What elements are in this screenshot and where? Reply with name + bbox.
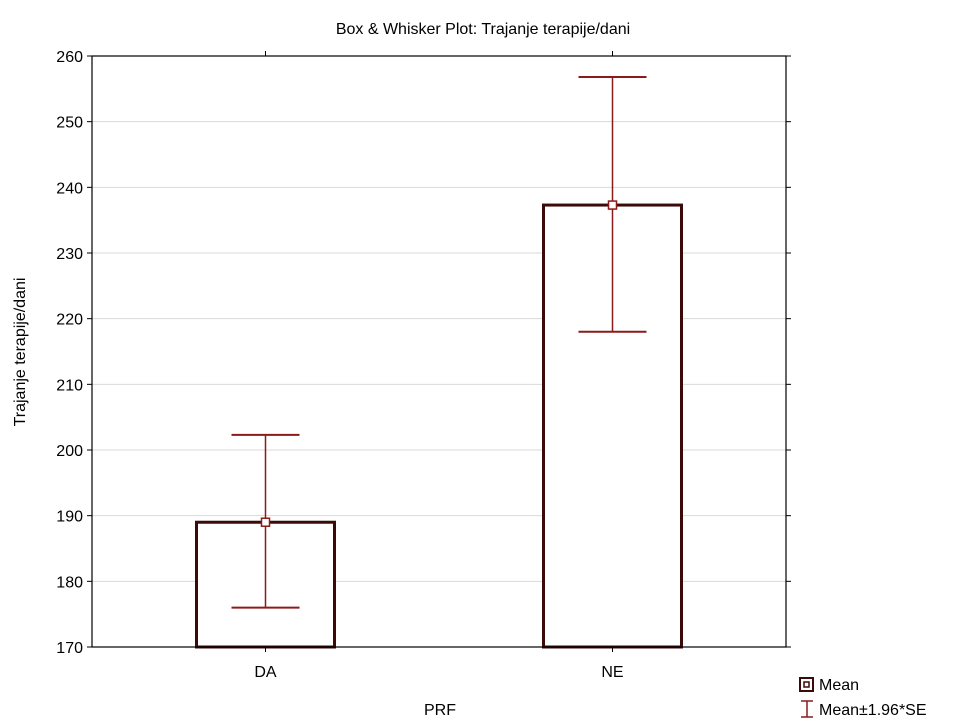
- y-tick-label: 240: [56, 180, 83, 197]
- y-tick-label: 190: [56, 509, 83, 526]
- legend-whisker-icon: [801, 700, 813, 718]
- x-tick-label: DA: [254, 664, 277, 681]
- whisker-layer: [231, 76, 647, 609]
- y-axis-label: Trajanje terapije/dani: [12, 278, 29, 427]
- x-axis-label: PRF: [424, 702, 456, 719]
- y-tick-label: 260: [56, 49, 83, 66]
- y-tick-label: 170: [56, 640, 83, 657]
- grid-layer: [92, 121, 786, 582]
- mean-marker-da: [260, 517, 271, 527]
- y-axis: 170 180 190 200 210 220 230 240 250 260: [56, 49, 791, 657]
- y-tick-label: 180: [56, 574, 83, 591]
- legend: Mean Mean±1.96*SE: [799, 677, 927, 719]
- mean-marker-ne: [607, 200, 618, 210]
- plot-frame: [91, 55, 787, 648]
- y-tick-label: 200: [56, 443, 83, 460]
- legend-mean-label: Mean: [819, 677, 859, 694]
- chart-title: Box & Whisker Plot: Trajanje terapije/da…: [336, 21, 630, 38]
- bars-layer: [195, 203, 683, 649]
- y-tick-label: 220: [56, 312, 83, 329]
- y-tick-label: 210: [56, 377, 83, 394]
- legend-whisker-label: Mean±1.96*SE: [819, 702, 927, 719]
- y-tick-label: 250: [56, 115, 83, 132]
- x-axis: DA NE: [254, 51, 624, 681]
- legend-mean-icon: [799, 677, 814, 692]
- y-tick-label: 230: [56, 246, 83, 263]
- x-tick-label: NE: [601, 664, 623, 681]
